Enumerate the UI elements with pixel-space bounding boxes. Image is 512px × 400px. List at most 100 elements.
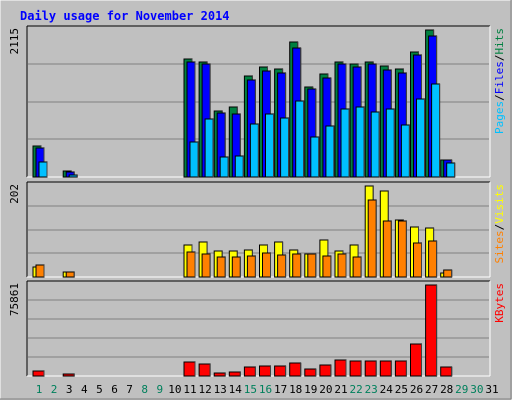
x-tick-label-10: 10 — [168, 383, 181, 396]
bar-kbytes-day-14 — [228, 371, 241, 377]
x-tick-label-13: 13 — [214, 383, 227, 396]
legend-entry-files: Files — [493, 61, 506, 94]
bar-sites-day-25 — [397, 220, 407, 278]
x-tick-label-23: 23 — [365, 383, 378, 396]
x-tick-label-27: 27 — [425, 383, 438, 396]
legend-entry-sites: Sites — [493, 230, 506, 263]
x-tick-label-2: 2 — [51, 383, 58, 396]
bar-sites-day-21 — [337, 253, 347, 278]
bar-sites-day-16 — [262, 252, 271, 278]
bar-pages-day-23 — [370, 111, 380, 178]
bar-pages-day-18 — [295, 100, 305, 178]
x-tick-label-28: 28 — [440, 383, 453, 396]
x-tick-label-4: 4 — [81, 383, 88, 396]
x-tick-label-14: 14 — [229, 383, 243, 396]
bar-pages-day-1 — [38, 161, 48, 178]
bar-pages-day-13 — [219, 156, 229, 178]
chart-panels: 2115Pages/Files/Hits202Sites/Visits75861… — [8, 25, 506, 377]
bar-pages-day-27 — [431, 83, 441, 178]
bar-kbytes-day-27 — [425, 284, 438, 377]
bar-kbytes-day-18 — [289, 362, 302, 377]
bar-pages-day-3 — [68, 174, 78, 178]
x-tick-label-8: 8 — [141, 383, 148, 396]
bar-kbytes-day-19 — [304, 368, 317, 377]
bar-pages-day-21 — [340, 108, 350, 178]
x-tick-label-15: 15 — [244, 383, 257, 396]
bar-kbytes-day-21 — [334, 359, 347, 377]
bar-kbytes-day-15 — [243, 366, 256, 377]
panel-kbytes: 75861 KBytes — [8, 280, 506, 377]
bar-kbytes-day-28 — [440, 366, 453, 377]
bar-sites-day-22 — [352, 256, 362, 278]
bar-sites-day-13 — [216, 256, 226, 278]
bar-sites-day-14 — [231, 256, 241, 278]
legend-separator: / — [493, 224, 506, 231]
legend-separator: / — [493, 55, 506, 62]
bar-pages-day-16 — [265, 113, 274, 178]
panel-visits: 202 Sites/Visits — [8, 181, 506, 278]
x-tick-label-6: 6 — [111, 383, 118, 396]
legend-entry-visits: Visits — [493, 184, 506, 224]
bar-sites-day-26 — [413, 242, 422, 278]
x-tick-label-18: 18 — [289, 383, 302, 396]
x-tick-label-12: 12 — [198, 383, 211, 396]
x-tick-label-31: 31 — [485, 383, 498, 396]
bar-sites-day-15 — [246, 255, 256, 278]
x-tick-label-19: 19 — [304, 383, 317, 396]
x-tick-label-30: 30 — [470, 383, 483, 396]
legend-entry-pages: Pages — [493, 101, 506, 134]
y-max-label-hits: 2115 — [8, 28, 21, 55]
bar-kbytes-day-23 — [364, 360, 377, 377]
x-tick-label-3: 3 — [66, 383, 73, 396]
legend-separator: / — [493, 94, 506, 101]
bar-pages-day-26 — [416, 98, 425, 178]
x-tick-label-17: 17 — [274, 383, 287, 396]
x-tick-label-1: 1 — [36, 383, 43, 396]
bar-pages-day-11 — [189, 141, 199, 178]
bar-kbytes-day-17 — [274, 365, 287, 377]
bar-kbytes-day-16 — [259, 365, 271, 377]
bar-sites-day-1 — [35, 264, 45, 278]
bar-kbytes-day-25 — [394, 360, 407, 377]
bar-sites-day-24 — [382, 220, 392, 278]
bar-sites-day-3 — [65, 271, 75, 278]
legend-kbytes: KBytes — [493, 283, 506, 323]
bar-sites-day-19 — [307, 253, 317, 278]
x-tick-label-29: 29 — [455, 383, 468, 396]
bar-kbytes-day-13 — [213, 372, 226, 377]
legend-visits: Sites/Visits — [493, 184, 506, 264]
x-tick-label-26: 26 — [410, 383, 423, 396]
bar-kbytes-day-24 — [379, 360, 392, 377]
bar-pages-day-15 — [249, 123, 259, 178]
bar-sites-day-18 — [292, 253, 302, 278]
bar-sites-day-17 — [277, 254, 287, 278]
chart-title: Daily usage for November 2014 — [20, 9, 230, 23]
legend-entry-hits: Hits — [493, 28, 506, 55]
bar-kbytes-day-22 — [349, 360, 362, 377]
bar-pages-day-20 — [325, 125, 335, 178]
bar-pages-day-24 — [385, 108, 395, 178]
x-tick-label-21: 21 — [334, 383, 347, 396]
x-tick-label-25: 25 — [395, 383, 408, 396]
bar-pages-day-14 — [234, 155, 244, 178]
x-axis-day-labels: 1 2 3 4 5 6 7 8 9 10 11 12 13 14 15 16 17 18 19 20 21 22 23 24 2… — [36, 383, 499, 396]
bar-kbytes-day-20 — [319, 364, 332, 377]
x-tick-label-5: 5 — [96, 383, 103, 396]
y-max-label-visits: 202 — [8, 184, 21, 204]
x-tick-label-20: 20 — [319, 383, 332, 396]
x-tick-label-24: 24 — [380, 383, 394, 396]
bar-kbytes-day-1 — [32, 370, 45, 377]
bar-sites-day-28 — [443, 269, 453, 278]
x-tick-label-7: 7 — [126, 383, 133, 396]
bar-pages-day-17 — [280, 117, 290, 178]
x-tick-label-11: 11 — [183, 383, 196, 396]
bar-pages-day-22 — [355, 106, 365, 178]
bar-pages-day-28 — [446, 162, 456, 178]
bar-pages-day-19 — [310, 136, 320, 178]
legend-entry-kbytes: KBytes — [493, 283, 506, 323]
bar-sites-day-20 — [322, 255, 332, 278]
bar-sites-day-27 — [428, 240, 438, 278]
x-tick-label-22: 22 — [349, 383, 362, 396]
